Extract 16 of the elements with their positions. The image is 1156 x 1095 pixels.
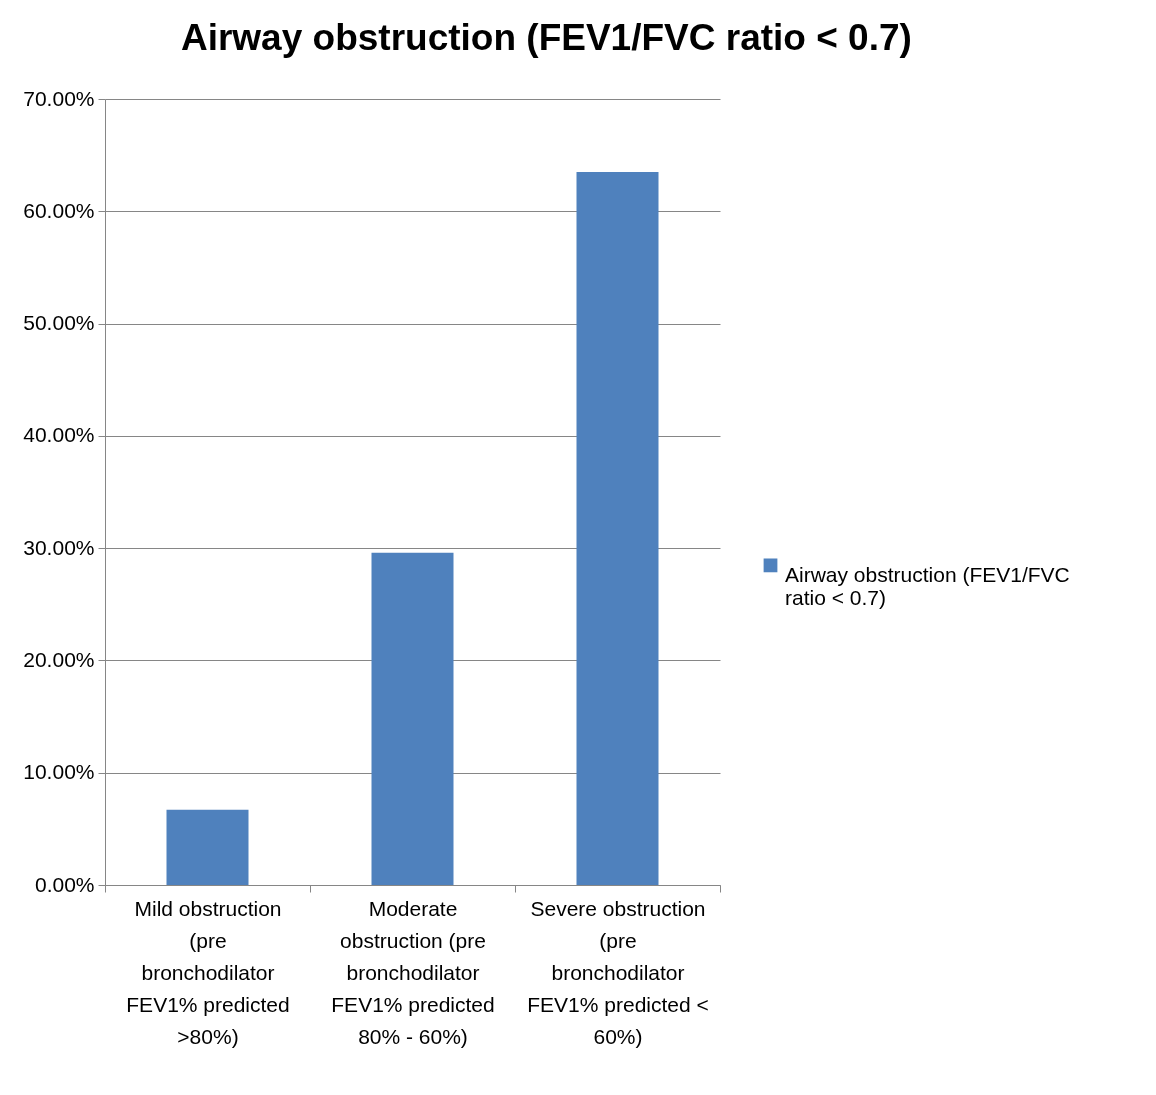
x-tick-label: Mild obstruction (pre bronchodilator FEV1% predicted >80%): [126, 896, 290, 1048]
x-tick-label: Severe obstruction (pre bronchodilator FEV1% predicted < 60%): [527, 896, 709, 1048]
x-tick-label: Moderate obstruction (pre bronchodilator FEV1% predicted 80% - 60%): [331, 896, 495, 1048]
bar: [576, 171, 659, 885]
chart-title: Airway obstruction (FEV1/FVC ratio < 0.7): [180, 17, 912, 58]
bar: [371, 552, 454, 885]
y-tick-label: 60.00%: [23, 198, 95, 222]
legend-label: Airway obstruction (FEV1/FVC ratio < 0.7): [785, 563, 1070, 610]
bar: [166, 809, 249, 885]
y-tick-label: 20.00%: [23, 647, 95, 671]
y-tick-label: 10.00%: [23, 760, 95, 784]
y-tick-label: 30.00%: [23, 535, 95, 559]
y-tick-label: 0.00%: [34, 872, 95, 896]
y-tick-label: 50.00%: [23, 311, 95, 335]
y-tick-label: 70.00%: [23, 86, 95, 110]
y-tick-label: 40.00%: [23, 423, 95, 447]
